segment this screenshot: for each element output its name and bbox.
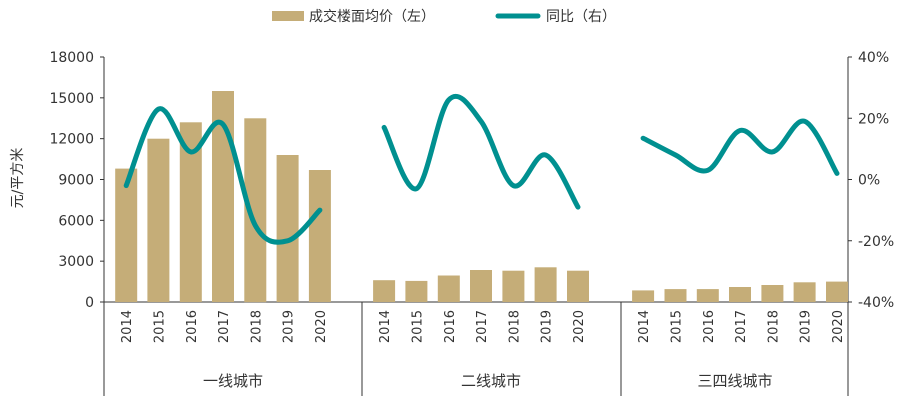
y-left-tick-label: 6000 <box>58 213 94 229</box>
x-tick-label: 2020 <box>831 310 846 343</box>
bar-1-2015 <box>147 138 170 302</box>
bar-1-2017 <box>212 91 234 302</box>
x-tick-label: 2019 <box>282 310 297 343</box>
bar-2-2014 <box>373 280 396 302</box>
bar-2-2019 <box>534 267 557 302</box>
x-tick-label: 2017 <box>734 310 749 343</box>
yoy-line-3 <box>640 118 840 176</box>
x-tick-label: 2020 <box>572 310 587 343</box>
x-tick-label: 2014 <box>637 310 652 343</box>
x-tick-label: 2019 <box>799 310 814 343</box>
x-tick-label: 2018 <box>507 310 522 343</box>
bars-layer <box>115 91 848 303</box>
x-tick-label: 2014 <box>378 310 393 343</box>
bar-2-2020 <box>567 270 589 302</box>
x-tick-label: 2015 <box>670 310 685 343</box>
ticks-layer: 0 3000 6000 9000 12000 15000 18000 -40% -20% 0% 20… <box>49 50 894 343</box>
bar-2-2018 <box>502 270 525 302</box>
x-tick-label: 2014 <box>120 310 135 343</box>
y-left-tick-label: 18000 <box>49 50 94 66</box>
y-left-tick-label: 9000 <box>58 173 94 189</box>
bar-1-2019 <box>276 155 299 302</box>
x-tick-label: 2016 <box>443 310 458 343</box>
bar-2-2015 <box>405 280 428 302</box>
yoy-line-2 <box>381 93 581 210</box>
y-right-tick-label: -20% <box>858 234 894 250</box>
bar-3-2019 <box>793 282 816 302</box>
group-label-2: 二线城市 <box>461 372 521 390</box>
x-tick-label: 2017 <box>217 310 232 343</box>
yoy-line-1 <box>123 106 323 245</box>
bar-2-2016 <box>437 275 460 302</box>
y-right-tick-label: -40% <box>858 295 894 311</box>
bar-2-2017 <box>470 270 492 302</box>
y-left-tick-label: 12000 <box>49 132 94 148</box>
x-tick-label: 2020 <box>314 310 329 343</box>
x-tick-label: 2017 <box>475 310 490 343</box>
bar-3-2016 <box>696 289 719 302</box>
x-tick-label: 2016 <box>702 310 717 343</box>
group-label-1: 一线城市 <box>203 372 263 390</box>
bar-3-2015 <box>664 289 687 302</box>
x-tick-label: 2015 <box>410 310 425 343</box>
x-tick-label: 2016 <box>185 310 200 343</box>
group-label-3: 三四线城市 <box>697 372 772 390</box>
legend-bar-swatch <box>272 11 304 21</box>
x-tick-label: 2018 <box>766 310 781 343</box>
y-left-tick-label: 0 <box>85 295 94 311</box>
legend: 成交楼面均价（左） 同比（右） <box>272 8 616 25</box>
y-left-axis-title: 元/平方米 <box>10 148 26 209</box>
bar-1-2016 <box>179 122 202 302</box>
bar-1-2018 <box>244 118 267 303</box>
bar-3-2014 <box>632 290 655 302</box>
bar-3-2017 <box>729 287 751 302</box>
y-right-tick-label: 40% <box>858 50 889 66</box>
x-tick-label: 2015 <box>152 310 167 343</box>
y-right-tick-label: 0% <box>858 173 880 189</box>
lines-layer <box>123 93 840 245</box>
legend-bar-label: 成交楼面均价（左） <box>309 8 435 25</box>
y-right-tick-label: 20% <box>858 111 889 127</box>
legend-line-label: 同比（右） <box>546 9 616 25</box>
bar-3-2018 <box>761 285 784 302</box>
y-left-tick-label: 3000 <box>58 254 94 270</box>
bar-3-2020 <box>826 281 848 302</box>
x-tick-label: 2018 <box>249 310 264 343</box>
x-tick-label: 2019 <box>540 310 555 343</box>
bar-1-2020 <box>308 170 331 302</box>
bar-1-2014 <box>115 168 138 302</box>
y-left-tick-label: 15000 <box>49 91 94 107</box>
